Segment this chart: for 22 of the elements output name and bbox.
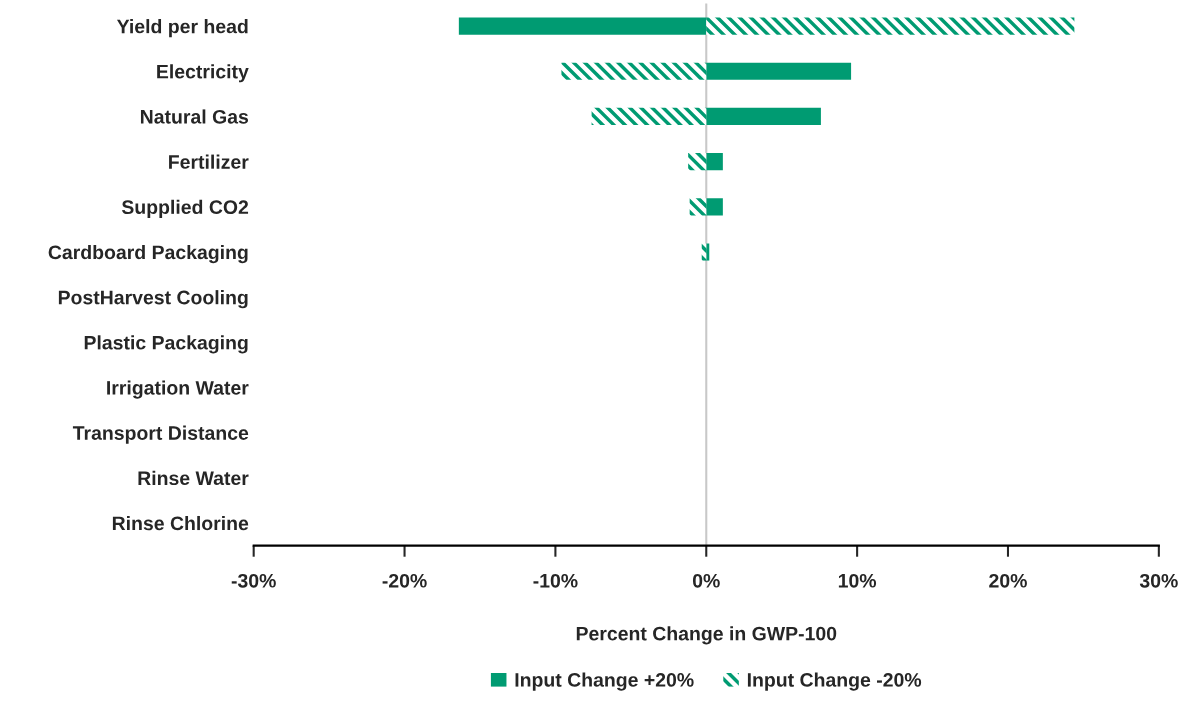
y-tick-label: Plastic Packaging xyxy=(84,335,248,354)
x-tick-label: 20% xyxy=(989,573,1027,588)
y-tick-label: Natural Gas xyxy=(140,109,249,124)
y-tick-label: Irrigation Water xyxy=(107,380,249,399)
x-tick-label: -20% xyxy=(382,573,427,588)
y-tick-label: Rinse Water xyxy=(138,470,249,486)
y-tick-label: Electricity xyxy=(157,64,249,83)
x-tick-label: -30% xyxy=(231,573,276,588)
x-tick-label: -10% xyxy=(533,573,578,588)
x-axis-title: Percent Change in GWP-100 xyxy=(576,626,837,645)
y-tick-label: Cardboard Packaging xyxy=(48,244,248,264)
y-tick-label: Fertilizer xyxy=(169,154,249,169)
legend-label: Input Change -20% xyxy=(747,672,922,691)
y-tick-label: Yield per head xyxy=(116,19,248,38)
y-tick-label: Supplied CO2 xyxy=(121,199,249,218)
x-tick-label: 0% xyxy=(692,573,720,588)
legend-label: Input Change +20% xyxy=(515,672,694,691)
x-tick-label: 10% xyxy=(838,573,877,588)
y-tick-label: Transport Distance xyxy=(72,425,249,444)
x-tick-label: 30% xyxy=(1139,573,1178,588)
y-tick-label: Rinse Chlorine xyxy=(112,515,249,531)
y-tick-label: PostHarvest Cooling xyxy=(58,290,248,309)
